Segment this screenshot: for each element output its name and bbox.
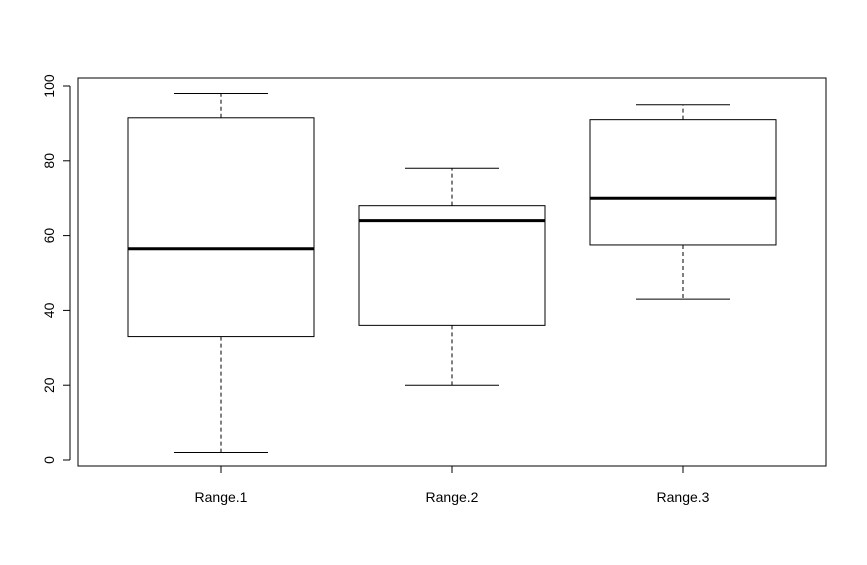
x-tick-label: Range.3	[657, 489, 710, 505]
y-axis: 0 20 40 60 80 100	[41, 74, 71, 464]
x-tick-label: Range.1	[195, 489, 248, 505]
y-tick-label: 20	[41, 377, 57, 393]
y-tick-label: 0	[41, 456, 57, 464]
iqr-box	[127, 117, 315, 338]
boxes-group	[127, 92, 777, 454]
y-tick-label: 60	[41, 228, 57, 244]
y-tick-label: 80	[41, 153, 57, 169]
iqr-box	[589, 119, 777, 246]
box-Range.1	[127, 92, 315, 454]
box-Range.2	[358, 167, 546, 386]
box-Range.3	[589, 104, 777, 300]
iqr-box	[358, 205, 546, 326]
x-tick-label: Range.2	[426, 489, 479, 505]
x-axis: Range.1 Range.2 Range.3	[195, 466, 710, 505]
y-tick-label: 100	[41, 74, 57, 98]
y-tick-label: 40	[41, 302, 57, 318]
